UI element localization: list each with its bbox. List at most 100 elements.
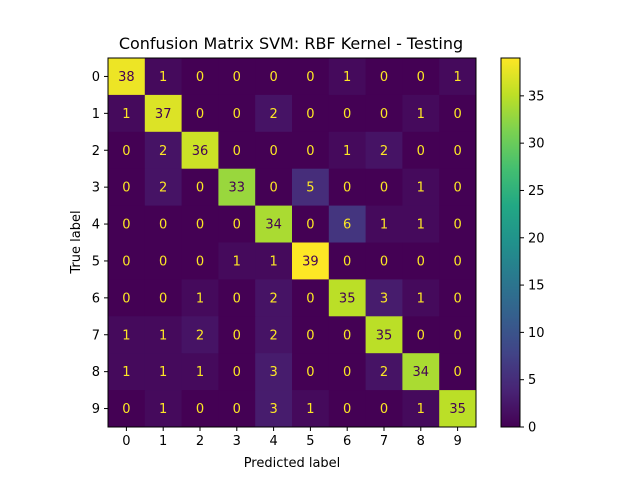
cell-value-label: 0 — [196, 402, 204, 417]
cell-value-label: 0 — [306, 107, 314, 122]
heatmap-cell — [255, 94, 293, 133]
heatmap-cell — [365, 168, 403, 207]
colorbar — [500, 57, 521, 428]
cell-value-label: 0 — [269, 70, 277, 85]
y-tick-label: 2 — [92, 144, 100, 159]
heatmap-cell — [402, 242, 440, 280]
cell-value-label: 5 — [306, 181, 314, 196]
heatmap-cell — [255, 316, 293, 354]
cell-value-label: 2 — [159, 181, 167, 196]
chart-title: Confusion Matrix SVM: RBF Kernel - Testi… — [119, 34, 463, 53]
heatmap-cell — [108, 316, 146, 354]
heatmap-cell — [292, 242, 330, 280]
heatmap-cell — [365, 131, 403, 170]
heatmap-cell — [181, 168, 219, 207]
heatmap-cell — [218, 390, 256, 428]
heatmap-cell — [328, 58, 367, 96]
cell-value-label: 0 — [233, 328, 241, 343]
heatmap-cell — [108, 390, 146, 428]
heatmap-cell — [218, 316, 256, 354]
x-tick-label: 4 — [269, 434, 277, 449]
colorbar-tick-label: 25 — [528, 184, 545, 199]
heatmap-cell — [108, 279, 146, 317]
heatmap-cell — [292, 353, 330, 391]
heatmap-cell — [108, 131, 146, 170]
cell-value-label: 0 — [196, 254, 204, 269]
y-tick-label: 9 — [92, 402, 100, 417]
heatmap-cell — [255, 242, 293, 280]
cell-value-label: 0 — [196, 181, 204, 196]
heatmap-cell — [402, 316, 440, 354]
heatmap-cell — [439, 168, 477, 207]
cell-value-label: 2 — [269, 107, 277, 122]
cell-value-label: 0 — [233, 365, 241, 380]
cell-value-label: 3 — [269, 402, 277, 417]
cell-value-label: 1 — [159, 365, 167, 380]
heatmap-cell — [108, 58, 146, 96]
colorbar-tick-label: 20 — [528, 231, 545, 246]
colorbar-tick-label: 0 — [528, 421, 536, 436]
colorbar-tick-label: 30 — [528, 137, 545, 152]
heatmap-cell-labels: 38 1 0 0 0 0 1 0 0 11 37 0 0 2 0 0 0 1 00 2 36 0 0 0 1 2 0 00 2 0 33 0 5… — [118, 70, 466, 417]
heatmap-cell — [292, 390, 330, 428]
cell-value-label: 1 — [122, 107, 130, 122]
cell-value-label: 0 — [122, 218, 130, 233]
heatmap-cell — [328, 390, 367, 428]
cell-value-label: 1 — [196, 365, 204, 380]
plot-frame — [107, 57, 477, 428]
cell-value-label: 0 — [380, 70, 388, 85]
cell-value-label: 0 — [159, 218, 167, 233]
cell-value-label: 0 — [453, 181, 461, 196]
x-tick-label: 9 — [453, 434, 461, 449]
cell-value-label: 1 — [343, 70, 351, 85]
cell-value-label: 1 — [122, 365, 130, 380]
heatmap-cell — [181, 205, 219, 243]
cell-value-label: 2 — [380, 144, 388, 159]
heatmap-cell — [328, 205, 367, 243]
heatmap-cell — [218, 242, 256, 280]
heatmap-cell — [328, 353, 367, 391]
heatmap-cell — [181, 94, 219, 133]
cell-value-label: 0 — [306, 144, 314, 159]
heatmap-cell — [439, 390, 477, 428]
heatmap-cell — [181, 242, 219, 280]
cell-value-label: 1 — [122, 328, 130, 343]
cell-value-label: 0 — [417, 254, 425, 269]
y-tick-label: 8 — [92, 365, 100, 380]
heatmap-cell — [144, 94, 183, 133]
x-tick-label: 0 — [122, 434, 130, 449]
heatmap-cell — [181, 279, 219, 317]
cell-value-label: 0 — [343, 107, 351, 122]
heatmap-cell — [402, 390, 440, 428]
x-tick-label: 6 — [343, 434, 351, 449]
cell-value-label: 2 — [196, 328, 204, 343]
cell-value-label: 0 — [269, 144, 277, 159]
cell-value-label: 35 — [339, 291, 356, 306]
heatmap-cell — [108, 242, 146, 280]
x-tick-label: 8 — [417, 434, 425, 449]
heatmap-cell — [292, 168, 330, 207]
cell-value-label: 0 — [196, 218, 204, 233]
cell-value-label: 1 — [380, 218, 388, 233]
cell-value-label: 1 — [417, 107, 425, 122]
cell-value-label: 1 — [453, 70, 461, 85]
cell-value-label: 1 — [343, 144, 351, 159]
cell-value-label: 1 — [159, 70, 167, 85]
cell-value-label: 35 — [449, 402, 466, 417]
cell-value-label: 34 — [265, 218, 282, 233]
heatmap-cell — [402, 131, 440, 170]
cell-value-label: 0 — [306, 70, 314, 85]
cell-value-label: 0 — [417, 144, 425, 159]
cell-value-label: 1 — [159, 402, 167, 417]
heatmap-cell — [255, 131, 293, 170]
heatmap-cell — [218, 279, 256, 317]
heatmap-cell — [218, 168, 256, 207]
heatmap-cell — [365, 94, 403, 133]
y-tick-label: 4 — [92, 218, 100, 233]
heatmap-cell — [144, 168, 183, 207]
cell-value-label: 1 — [159, 328, 167, 343]
y-tick-label: 1 — [92, 107, 100, 122]
heatmap-cell — [181, 316, 219, 354]
cell-value-label: 0 — [380, 181, 388, 196]
